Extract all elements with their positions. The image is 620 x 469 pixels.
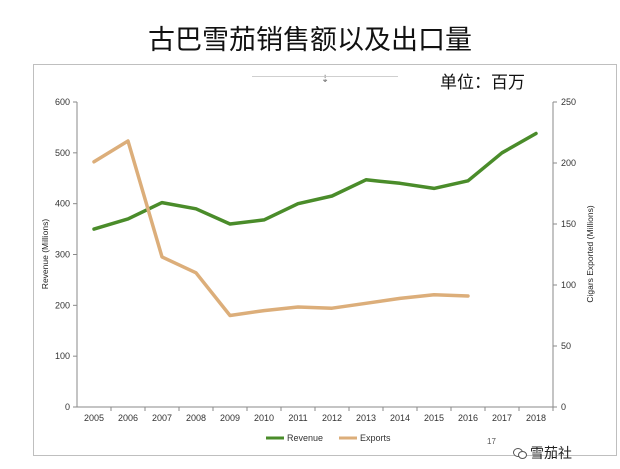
x-tick-label: 2015 [424,413,444,423]
legend-label-revenue: Revenue [287,433,323,443]
unit-label: 单位：百万 [440,73,525,93]
x-tick-label: 2016 [458,413,478,423]
divider-line [252,76,398,77]
chart-axes [76,102,554,408]
x-tick-label: 2006 [118,413,138,423]
chart-frame [33,64,617,456]
y-tick-label: 600 [55,97,70,107]
chat-bubble-icon [513,447,527,459]
x-tick-label: 2007 [152,413,172,423]
y2-tick-label: 50 [561,341,571,351]
chart-legend: Revenue Exports [266,433,391,443]
x-tick-label: 2010 [254,413,274,423]
y2-tick-label: 250 [561,97,576,107]
y2-tick-label: 0 [561,402,566,412]
y-tick-label: 400 [55,199,70,209]
watermark-text: 雪茄社 [530,446,572,462]
y-axis-title: Revenue (Millions) [40,219,50,290]
y2-axis-title: Cigars Exported (Millions) [585,205,595,302]
y2-tick-label: 100 [561,280,576,290]
x-tick-label: 2018 [526,413,546,423]
x-tick-label: 2017 [492,413,512,423]
right-axis-ticks: 0 50 100 150 200 250 [553,97,576,412]
y-tick-label: 0 [65,402,70,412]
legend-label-exports: Exports [360,433,391,443]
watermark: 雪茄社 [513,443,572,463]
arrow-icon: ⇣ [321,74,330,85]
x-tick-label: 2012 [322,413,342,423]
stray-number: 17 [487,437,496,446]
y2-tick-label: 200 [561,158,576,168]
series-line-revenue [92,131,538,231]
x-tick-label: 2009 [220,413,240,423]
x-tick-label: 2011 [288,413,307,423]
y-tick-label: 100 [55,351,70,361]
x-tick-label: 2008 [186,413,206,423]
left-axis-ticks: 0 100 200 300 400 500 600 [55,97,77,412]
y-tick-label: 200 [55,300,70,310]
series-lines [92,131,538,318]
y2-tick-label: 150 [561,219,576,229]
x-axis-ticks: 2005 2006 2007 2008 2009 2010 2011 2012 2013 2014… [84,407,554,423]
x-tick-label: 2013 [356,413,376,423]
series-line-exports [92,139,470,318]
y-tick-label: 300 [55,250,70,260]
y-tick-label: 500 [55,148,70,158]
page-title: 古巴雪茄销售额以及出口量 [148,25,472,56]
x-tick-label: 2005 [84,413,104,423]
x-tick-label: 2014 [390,413,410,423]
